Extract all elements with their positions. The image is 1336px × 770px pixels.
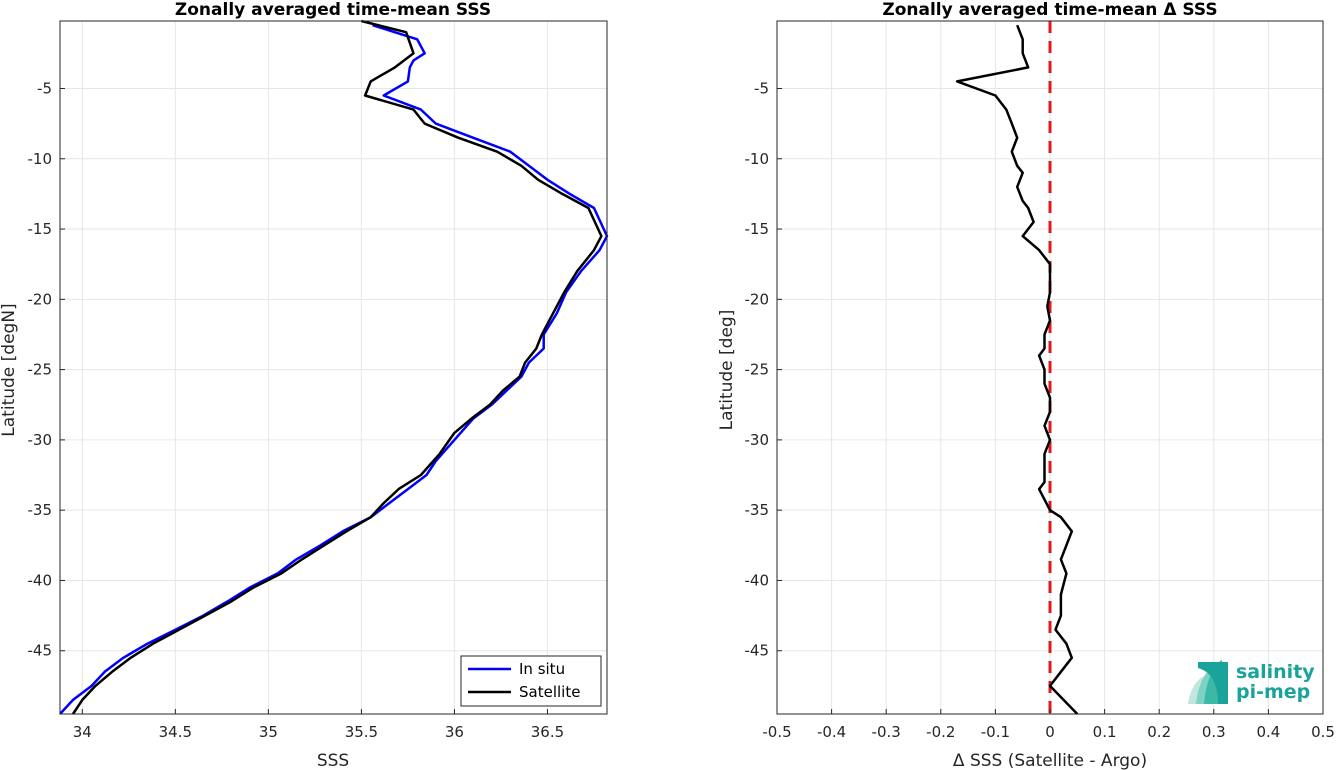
satellite-series-line	[71, 19, 603, 715]
y-tick-label: -35	[28, 501, 53, 519]
y-tick-label: -30	[28, 431, 53, 449]
legend-satellite-label: Satellite	[519, 683, 580, 701]
x-tick-label: -0.3	[872, 723, 901, 741]
legend-box	[460, 655, 602, 707]
x-tick-label: 0	[1045, 723, 1055, 741]
x-tick-label: 0.4	[1256, 723, 1280, 741]
y-tick-label: -5	[754, 79, 769, 97]
sss-y-ticks: -5 -10 -15 -20 -25 -30 -35 -40 -45	[28, 79, 65, 660]
x-tick-label: -0.1	[981, 723, 1010, 741]
x-tick-label: 36	[445, 723, 464, 741]
salinity-pi-mep-logo: salinity pi-mep	[1188, 660, 1315, 704]
legend-in-situ-label: In situ	[519, 660, 565, 678]
x-tick-label: 0.1	[1093, 723, 1117, 741]
sss-axes-box	[59, 20, 608, 715]
delta-y-label: Latitude [deg]	[717, 310, 737, 431]
x-tick-label: -0.5	[762, 723, 791, 741]
x-tick-label: 34.5	[159, 723, 192, 741]
y-tick-label: -15	[745, 220, 770, 238]
delta-series	[955, 21, 1079, 715]
sss-title: Zonally averaged time-mean SSS	[175, 0, 491, 20]
x-tick-label: 0.2	[1147, 723, 1171, 741]
y-tick-label: -5	[37, 79, 52, 97]
x-tick-label: 35.5	[345, 723, 378, 741]
sss-grid	[60, 21, 607, 714]
delta-sss-panel: -0.5 -0.4 -0.3 -0.2 -0.1 0 0.1 0.2 0.3 0.4 0.5 -5-…	[717, 0, 1335, 770]
logo-line1: salinity	[1236, 661, 1315, 683]
logo-line2: pi-mep	[1236, 681, 1310, 703]
in-situ-series-line	[59, 24, 609, 715]
x-tick-label: 0.5	[1311, 723, 1335, 741]
y-tick-label: -40	[28, 571, 53, 589]
x-tick-label: 35	[259, 723, 278, 741]
delta-x-label: Δ SSS (Satellite - Argo)	[953, 751, 1147, 770]
sss-series	[59, 19, 609, 715]
y-tick-label: -10	[745, 150, 770, 168]
x-tick-label: 0.3	[1202, 723, 1226, 741]
y-tick-label: -45	[28, 642, 53, 660]
y-tick-label: -25	[28, 361, 53, 379]
y-tick-label: -40	[745, 571, 770, 589]
x-tick-label: -0.4	[817, 723, 846, 741]
legend: In situ Satellite	[460, 655, 602, 707]
delta-y-ticks: -5 -10 -15 -20 -25 -30 -35 -40 -45	[745, 79, 782, 660]
y-tick-label: -45	[745, 642, 770, 660]
delta-sss-series-line	[955, 24, 1079, 715]
delta-x-ticks: -0.5 -0.4 -0.3 -0.2 -0.1 0 0.1 0.2 0.3 0.4 0.5	[762, 709, 1335, 741]
logo-wave-icon	[1188, 660, 1228, 704]
y-tick-label: -30	[745, 431, 770, 449]
y-tick-label: -20	[28, 290, 53, 308]
x-tick-label: 34	[73, 723, 92, 741]
sss-y-label: Latitude [degN]	[0, 303, 19, 436]
y-tick-label: -35	[745, 501, 770, 519]
y-tick-label: -10	[28, 150, 53, 168]
sss-x-ticks: 34 34.5 35 35.5 36 36.5	[73, 709, 564, 741]
sss-x-label: SSS	[317, 751, 349, 770]
y-tick-label: -25	[745, 361, 770, 379]
x-tick-label: -0.2	[926, 723, 955, 741]
y-tick-label: -15	[28, 220, 53, 238]
delta-title: Zonally averaged time-mean Δ SSS	[882, 0, 1217, 20]
sss-profile-panel: 34 34.5 35 35.5 36 36.5 -5-10-15-20-25-30-35-…	[0, 0, 609, 770]
x-tick-label: 36.5	[531, 723, 564, 741]
y-tick-label: -20	[745, 290, 770, 308]
